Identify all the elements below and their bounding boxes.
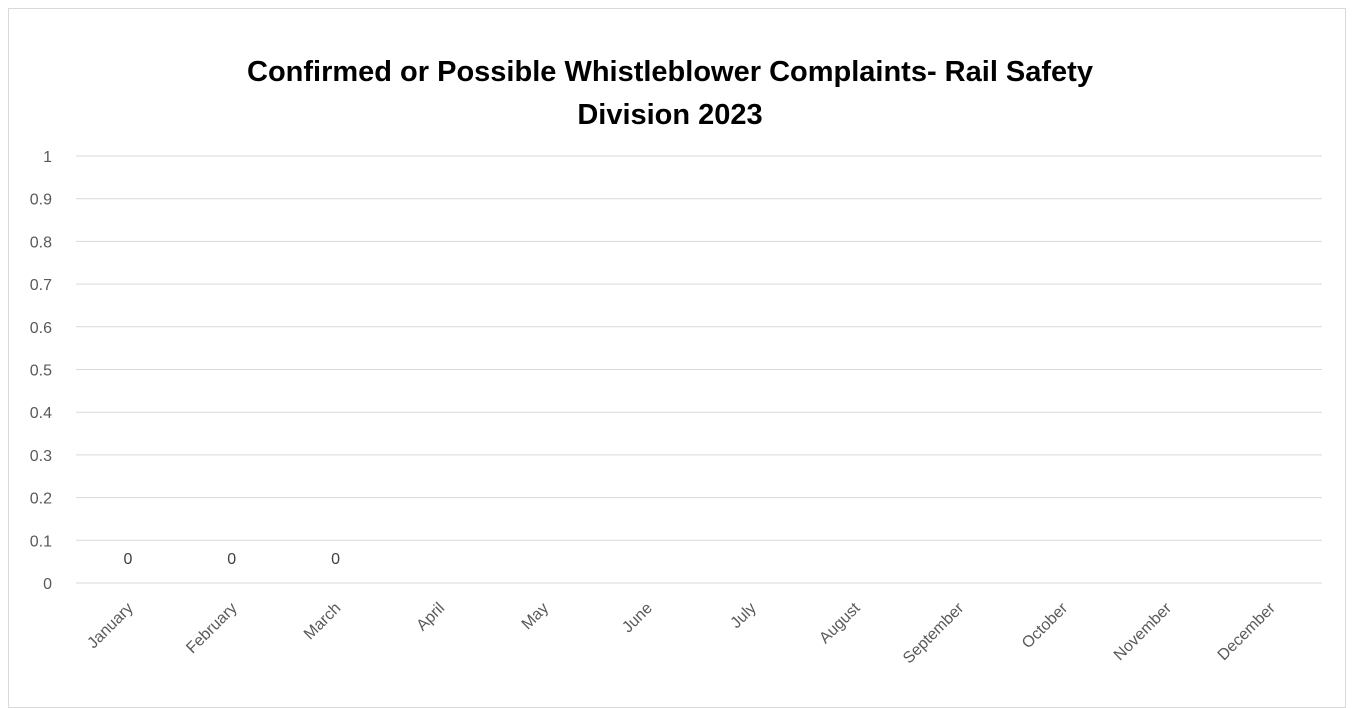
y-tick-label: 0.8	[30, 234, 52, 251]
y-tick-label: 0.4	[30, 405, 52, 422]
x-tick-label-november: November	[1111, 599, 1176, 664]
data-label-march: 0	[331, 551, 340, 568]
data-label-january: 0	[123, 551, 132, 568]
y-tick-label: 0.5	[30, 363, 52, 380]
x-tick-label-march: March	[301, 600, 344, 643]
x-tick-label-july: July	[728, 600, 760, 632]
x-tick-label-june: June	[619, 600, 656, 637]
x-tick-label-april: April	[414, 600, 449, 635]
chart-title-line-1: Confirmed or Possible Whistleblower Comp…	[247, 56, 1093, 88]
y-tick-label: 0.2	[30, 491, 52, 508]
y-tick-label: 0	[43, 576, 52, 593]
y-tick-label: 0.7	[30, 277, 52, 294]
y-tick-label: 0.3	[30, 448, 52, 465]
y-tick-label: 0.1	[30, 533, 52, 550]
x-tick-label-october: October	[1019, 599, 1072, 652]
data-label-february: 0	[227, 551, 236, 568]
data-labels: 0 0 0	[123, 551, 340, 568]
x-axis-ticks: January February March April May June July Augu…	[84, 599, 1279, 667]
y-tick-label: 0.6	[30, 320, 52, 337]
x-tick-label-february: February	[183, 600, 240, 657]
x-tick-label-august: August	[816, 599, 864, 647]
chart-title: Confirmed or Possible Whistleblower Comp…	[247, 56, 1093, 131]
x-tick-label-january: January	[84, 600, 136, 652]
y-tick-label: 0.9	[30, 192, 52, 209]
chart-title-line-2: Division 2023	[577, 99, 762, 131]
x-tick-label-september: September	[900, 599, 968, 667]
gridlines	[76, 155, 1322, 584]
chart-frame	[8, 8, 1346, 708]
x-tick-label-december: December	[1215, 599, 1280, 664]
y-axis-ticks: 0 0.1 0.2 0.3 0.4 0.5 0.6 0.7 0.8 0.9 1	[30, 149, 52, 593]
y-tick-label: 1	[43, 149, 52, 166]
x-tick-label-may: May	[519, 600, 552, 633]
